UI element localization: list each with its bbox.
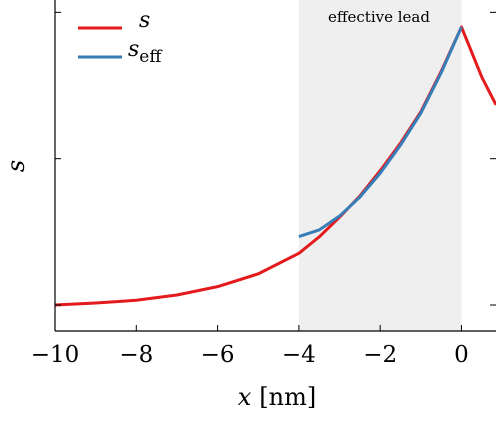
x-tick-label: 0 xyxy=(454,342,469,368)
series-s-eff-line xyxy=(298,26,463,239)
shaded-region-label: effective lead xyxy=(328,8,430,26)
legend-label-s-eff-sub: eff xyxy=(139,47,163,67)
x-axis-label-var: x xyxy=(238,383,252,411)
x-axis-label-unit: [nm] xyxy=(259,383,316,411)
y-axis-label: s xyxy=(2,160,30,172)
x-tick-label: −10 xyxy=(31,342,80,368)
legend-label-s-eff-base: s xyxy=(128,37,139,62)
x-tick-label: −2 xyxy=(363,342,397,368)
x-axis-label: x [nm] xyxy=(238,383,317,411)
x-tick-label: −8 xyxy=(119,342,153,368)
x-tick-label: −4 xyxy=(282,342,316,368)
effective-lead-region xyxy=(298,0,462,331)
legend-label-s-eff: seff xyxy=(128,37,163,67)
legend: s seff xyxy=(78,8,163,67)
x-tick-label: −6 xyxy=(201,342,235,368)
axes xyxy=(54,0,496,332)
legend-label-s: s xyxy=(139,8,150,33)
